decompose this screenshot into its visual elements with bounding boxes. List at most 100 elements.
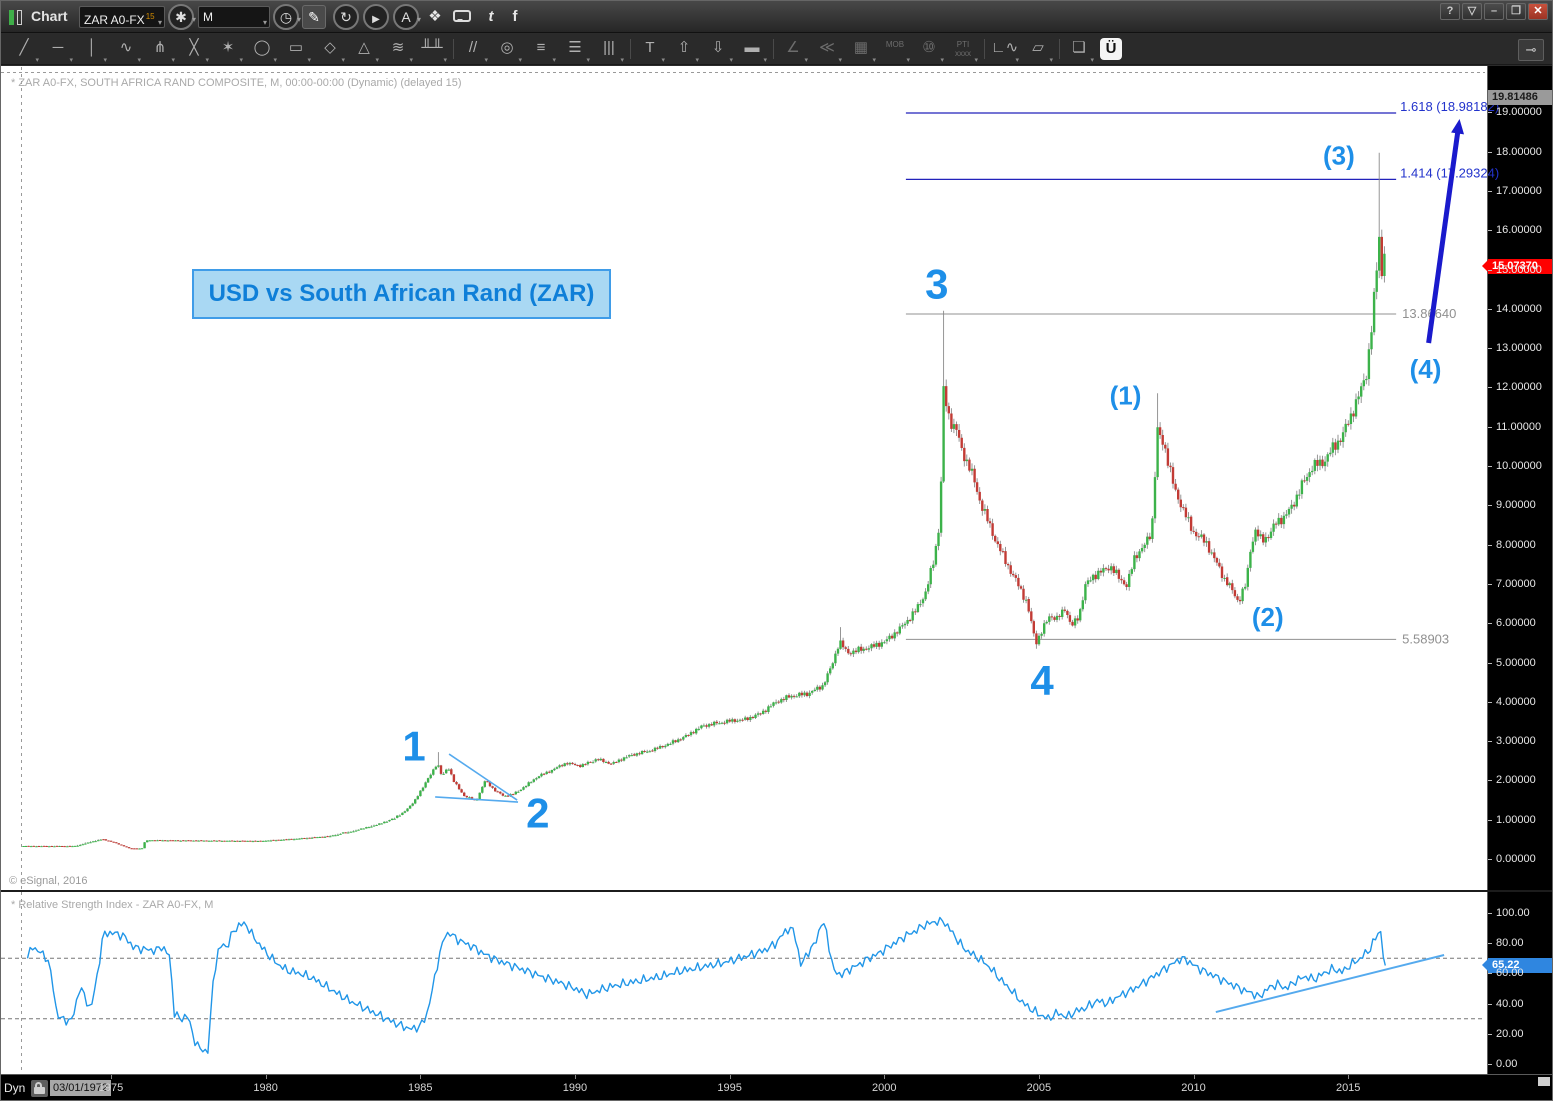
chevron-down-icon[interactable]: ▾ — [661, 57, 665, 64]
text-tool[interactable]: T ▾ — [645, 39, 665, 64]
twitter-share-button[interactable]: t — [479, 6, 503, 28]
arrow-up-tool[interactable]: ⇧ ▾ — [677, 39, 699, 64]
parallel-channel-tool[interactable]: ≋ ▾ — [391, 39, 413, 64]
trendline-tool[interactable]: ╱ ▾ — [19, 39, 39, 64]
chevron-down-icon[interactable]: ▾ — [872, 57, 876, 64]
chevron-down-icon[interactable]: ▾ — [586, 57, 590, 64]
chevron-down-icon[interactable]: ▾ — [906, 57, 910, 64]
zigzag-tool[interactable]: ∿ ▾ — [119, 39, 141, 64]
chevron-down-icon[interactable]: ▾ — [838, 57, 842, 64]
ray-fan-tool[interactable]: ✶ ▾ — [221, 39, 243, 64]
lock-button[interactable] — [31, 1080, 48, 1097]
angle-tool[interactable]: ∠ ▾ — [786, 39, 808, 64]
interval-value: M — [203, 10, 213, 24]
chevron-down-icon[interactable]: ▾ — [416, 15, 421, 24]
chevron-down-icon[interactable]: ▾ — [729, 57, 733, 64]
regression-tool[interactable]: ∟∿ ▾ — [991, 39, 1019, 64]
fib-time-tool[interactable]: ||| ▾ — [603, 39, 624, 64]
chevron-down-icon[interactable]: ▾ — [1049, 57, 1053, 64]
facebook-share-button[interactable]: f — [503, 6, 527, 28]
chevron-down-icon[interactable]: ▾ — [239, 57, 243, 64]
diamond-tool[interactable]: ◇ ▾ — [324, 39, 345, 64]
symbol-input[interactable]: ZAR A0-FX15 ▾ — [79, 6, 165, 28]
highlight-tool[interactable]: ▬ ▾ — [744, 39, 768, 64]
chevron-down-icon[interactable]: ▾ — [484, 57, 488, 64]
chevron-down-icon[interactable]: ▾ — [763, 57, 767, 64]
chevron-down-icon[interactable]: ▾ — [804, 57, 808, 64]
fib-retracement-tool[interactable]: ≡ ▾ — [536, 39, 556, 64]
symbol-lookup-button[interactable]: ✱ ▾ — [168, 4, 196, 30]
chevron-down-icon[interactable]: ▾ — [974, 57, 978, 64]
chevron-down-icon[interactable]: ▾ — [409, 57, 413, 64]
price-axis[interactable] — [1487, 66, 1552, 1074]
chart-title-box[interactable]: USD vs South African Rand (ZAR) — [192, 269, 611, 319]
vertical-line-tool[interactable]: │ ▾ — [87, 39, 107, 64]
axis-tick-mark — [1488, 230, 1492, 232]
interval-input[interactable]: M ▾ — [198, 6, 270, 28]
price-axis-tick-label: 2.00000 — [1496, 774, 1536, 787]
chevron-down-icon[interactable]: ▾ — [341, 57, 345, 64]
draw-mode-button[interactable]: ✎ — [302, 5, 326, 29]
chevron-down-icon[interactable]: ▾ — [695, 57, 699, 64]
pin-toolbar-button[interactable]: ⊸ — [1518, 39, 1544, 61]
mob-tool[interactable]: MOB ▾ — [885, 40, 910, 64]
rsi-plot[interactable] — [1, 892, 1487, 1074]
chevron-down-icon[interactable]: ▾ — [518, 57, 522, 64]
fib-expansion-tool[interactable]: ☰ ▾ — [568, 39, 590, 64]
time-axis[interactable]: Dyn 03/01/1972 1975 1980 1985 1990 1995 2000 2… — [1, 1074, 1552, 1100]
cycle-lines-tool[interactable]: ╨╨ ▾ — [421, 39, 447, 64]
chevron-down-icon[interactable]: ▾ — [137, 57, 141, 64]
replay-button[interactable]: ▶ — [363, 4, 389, 30]
fib-circles-tool[interactable]: ◎ ▾ — [500, 39, 522, 64]
chevron-down-icon[interactable]: ▾ — [35, 57, 39, 64]
chevron-down-icon[interactable]: ▾ — [103, 57, 107, 64]
reload-button[interactable]: ↻ — [333, 4, 359, 30]
chat-button[interactable] — [453, 10, 471, 22]
crossed-lines-tool[interactable]: ╳ ▾ — [189, 39, 209, 64]
chevron-down-icon[interactable]: ▾ — [273, 57, 277, 64]
pti-tool[interactable]: PTI xxxx ▾ — [955, 40, 978, 64]
resize-grip[interactable] — [1538, 1077, 1550, 1086]
chevron-down-icon[interactable]: ▾ — [552, 57, 556, 64]
arrow-down-tool[interactable]: ⇩ ▾ — [711, 39, 733, 64]
chevron-down-icon[interactable]: ▾ — [262, 18, 267, 27]
pane-divider[interactable] — [1, 890, 1552, 892]
maximize-button[interactable]: ❐ — [1506, 3, 1526, 20]
ellipse-tool[interactable]: ◯ ▾ — [253, 39, 277, 64]
rsi-axis-tick-label: 100.00 — [1496, 907, 1530, 919]
price-axis-tick-label: 14.00000 — [1496, 302, 1542, 315]
rectangle-tool[interactable]: ▭ ▾ — [288, 39, 311, 64]
minimize-button[interactable]: – — [1484, 3, 1504, 20]
chevron-down-icon[interactable]: ▾ — [205, 57, 209, 64]
arrows-left-tool[interactable]: ≪ ▾ — [819, 39, 842, 64]
fan-lines-tool[interactable]: ⋔ ▾ — [153, 39, 175, 64]
horizontal-line-tool[interactable]: ─ ▾ — [52, 39, 73, 64]
chevron-down-icon[interactable]: ▾ — [296, 15, 301, 24]
chevron-down-icon[interactable]: ▾ — [1090, 57, 1094, 64]
price-chart-plot[interactable] — [1, 66, 1487, 890]
dock-button[interactable]: ▽ — [1462, 3, 1482, 20]
auto-button[interactable]: A ▾ — [393, 4, 421, 30]
eraser-tool[interactable]: ▱ ▾ — [1032, 39, 1053, 64]
help-button[interactable]: ? — [1440, 3, 1460, 20]
chevron-down-icon[interactable]: ▾ — [375, 57, 379, 64]
parallel-lines-tool[interactable]: //▾ — [468, 39, 488, 64]
close-button[interactable]: ✕ — [1528, 3, 1548, 20]
chevron-down-icon[interactable]: ▾ — [69, 57, 73, 64]
ten-tool[interactable]: ⑩ ▾ — [922, 39, 944, 64]
time-template-button[interactable]: ◷ ▾ — [273, 4, 301, 30]
chevron-down-icon[interactable]: ▾ — [191, 15, 196, 24]
chevron-down-icon[interactable]: ▾ — [443, 57, 447, 64]
note-tool[interactable]: ❏ ▾ — [1072, 39, 1094, 64]
chevron-down-icon[interactable]: ▾ — [307, 57, 311, 64]
start-date-field[interactable]: 03/01/1972 — [50, 1080, 111, 1096]
grid-tool[interactable]: ▦ ▾ — [853, 39, 876, 64]
alerts-button[interactable]: ❖ — [423, 6, 447, 28]
triangle-tool[interactable]: △ ▾ — [358, 39, 379, 64]
chevron-down-icon[interactable]: ▾ — [940, 57, 944, 64]
chevron-down-icon[interactable]: ▾ — [1015, 57, 1019, 64]
chevron-down-icon[interactable]: ▾ — [171, 57, 175, 64]
u-logo[interactable]: Ü — [1100, 38, 1122, 60]
chevron-down-icon[interactable]: ▾ — [157, 18, 162, 27]
chevron-down-icon[interactable]: ▾ — [620, 57, 624, 64]
